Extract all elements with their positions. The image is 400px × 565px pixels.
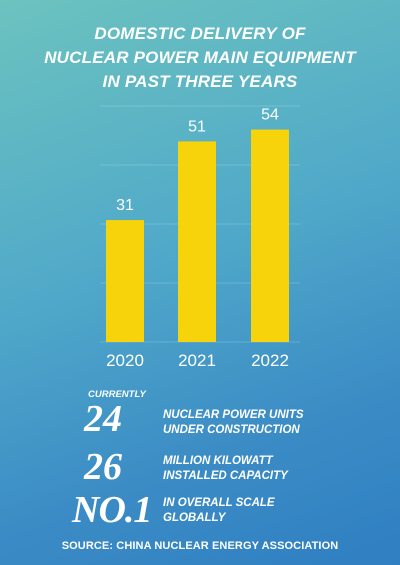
chart-title: DOMESTIC DELIVERY OF NUCLEAR POWER MAIN … [0,22,400,94]
chart-title-line-3: IN PAST THREE YEARS [102,72,298,91]
stat-desc-rank: IN OVERALL SCALE GLOBALLY [163,496,275,526]
bar-2021 [178,141,216,342]
stat-number-capacity: 26 [84,446,122,488]
chart-title-line-1: DOMESTIC DELIVERY OF [94,24,306,43]
source-note: SOURCE: CHINA NUCLEAR ENERGY ASSOCIATION [61,540,339,552]
chart-title-line-2: NUCLEAR POWER MAIN EQUIPMENT [44,48,356,67]
stat-desc-units: NUCLEAR POWER UNITS UNDER CONSTRUCTION [163,408,304,438]
stat-number-units: 24 [84,398,122,440]
stat-desc-capacity: MILLION KILOWATT INSTALLED CAPACITY [163,454,288,484]
bar-2022 [251,129,289,342]
stat-desc-capacity-line-1: MILLION KILOWATT [163,455,273,467]
stat-desc-rank-line-2: GLOBALLY [163,512,226,524]
bar-chart: 31 2020 51 2021 54 2022 [106,107,289,370]
stat-desc-units-line-1: NUCLEAR POWER UNITS [163,409,304,421]
value-label-2021: 51 [188,118,206,135]
bar-2020 [106,220,144,342]
x-tick-label-2021: 2021 [178,351,216,370]
x-tick-label-2020: 2020 [106,351,144,370]
stat-desc-units-line-2: UNDER CONSTRUCTION [163,424,300,436]
stat-number-rank: NO.1 [72,489,152,531]
value-label-2022: 54 [261,107,279,124]
stat-desc-rank-line-1: IN OVERALL SCALE [163,497,275,509]
x-tick-label-2022: 2022 [251,351,289,370]
currently-label: CURRENTLY [88,389,146,400]
value-label-2020: 31 [116,197,134,214]
stat-desc-capacity-line-2: INSTALLED CAPACITY [163,470,288,482]
